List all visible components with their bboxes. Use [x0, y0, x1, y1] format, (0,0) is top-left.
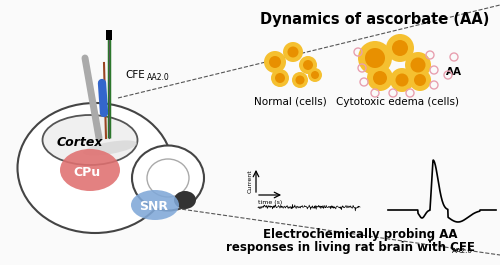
Circle shape [292, 72, 308, 88]
Circle shape [365, 48, 385, 68]
Ellipse shape [18, 103, 172, 233]
Circle shape [414, 74, 426, 86]
Text: time (s): time (s) [258, 200, 282, 205]
Circle shape [296, 76, 304, 85]
Ellipse shape [174, 191, 196, 209]
Circle shape [275, 73, 285, 83]
Circle shape [367, 65, 393, 91]
Text: AA2.0: AA2.0 [147, 73, 170, 82]
Text: AA: AA [446, 67, 462, 77]
Circle shape [311, 71, 319, 79]
FancyBboxPatch shape [106, 30, 112, 40]
Text: Cytotoxic edema (cells): Cytotoxic edema (cells) [336, 97, 458, 107]
Text: Cortex: Cortex [57, 135, 104, 148]
Ellipse shape [131, 190, 179, 220]
Text: Electrochemically probing AA: Electrochemically probing AA [263, 228, 457, 241]
Circle shape [269, 56, 281, 68]
Ellipse shape [83, 140, 137, 156]
Text: Dynamics of ascorbate (AA): Dynamics of ascorbate (AA) [260, 12, 490, 27]
Ellipse shape [132, 145, 204, 210]
Ellipse shape [60, 149, 120, 191]
Text: Current: Current [248, 169, 253, 193]
Text: Normal (cells): Normal (cells) [254, 97, 326, 107]
Circle shape [396, 73, 408, 86]
Text: CFE: CFE [125, 70, 145, 80]
Circle shape [373, 71, 387, 85]
Circle shape [409, 69, 431, 91]
Circle shape [386, 34, 414, 62]
Circle shape [264, 51, 286, 73]
Circle shape [392, 40, 408, 56]
Circle shape [410, 58, 426, 73]
Circle shape [308, 68, 322, 82]
Text: responses in living rat brain with CFE: responses in living rat brain with CFE [226, 241, 474, 254]
Text: AA2.0: AA2.0 [452, 248, 473, 254]
Circle shape [390, 68, 414, 92]
Circle shape [299, 56, 317, 74]
Circle shape [271, 69, 289, 87]
Circle shape [288, 46, 298, 58]
Circle shape [405, 52, 431, 78]
Circle shape [303, 60, 313, 70]
Circle shape [358, 41, 392, 75]
Text: SNR: SNR [140, 201, 168, 214]
Text: CPu: CPu [74, 166, 101, 179]
Ellipse shape [147, 159, 189, 197]
Circle shape [283, 42, 303, 62]
Ellipse shape [42, 115, 138, 165]
